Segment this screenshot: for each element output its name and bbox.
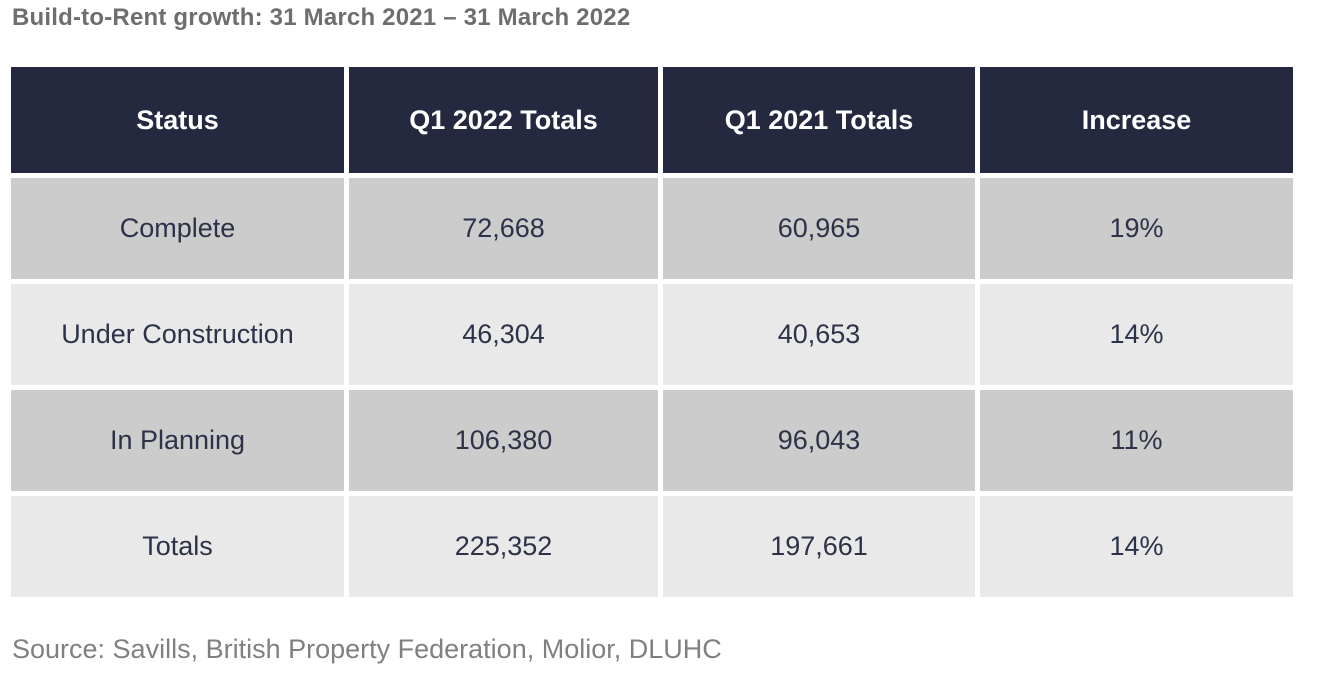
table-row-totals: Totals 225,352 197,661 14%: [11, 496, 1293, 597]
cell-value: 197,661: [663, 496, 975, 597]
cell-value: 40,653: [663, 284, 975, 385]
btr-growth-table: Status Q1 2022 Totals Q1 2021 Totals Increa…: [6, 62, 1298, 602]
table-row-in-planning: In Planning 106,380 96,043 11%: [11, 390, 1293, 491]
cell-value: 46,304: [349, 284, 658, 385]
source-note: Source: Savills, British Property Federa…: [12, 634, 722, 664]
column-header-q1-2022-totals: Q1 2022 Totals: [349, 67, 658, 173]
row-label: Complete: [11, 178, 344, 279]
cell-value: 96,043: [663, 390, 975, 491]
row-label: Under Construction: [11, 284, 344, 385]
table-row-under-construction: Under Construction 46,304 40,653 14%: [11, 284, 1293, 385]
column-header-q1-2021-totals: Q1 2021 Totals: [663, 67, 975, 173]
cell-value: 106,380: [349, 390, 658, 491]
page-title: Build-to-Rent growth: 31 March 2021 – 31…: [12, 4, 631, 31]
row-label: Totals: [11, 496, 344, 597]
cell-value: 11%: [980, 390, 1293, 491]
cell-value: 225,352: [349, 496, 658, 597]
table-header-row: Status Q1 2022 Totals Q1 2021 Totals Increa…: [11, 67, 1293, 173]
table-row-complete: Complete 72,668 60,965 19%: [11, 178, 1293, 279]
cell-value: 14%: [980, 496, 1293, 597]
table-body: Complete 72,668 60,965 19% Under Constructio…: [11, 178, 1293, 597]
cell-value: 72,668: [349, 178, 658, 279]
column-header-status: Status: [11, 67, 344, 173]
cell-value: 60,965: [663, 178, 975, 279]
table-head: Status Q1 2022 Totals Q1 2021 Totals Increa…: [11, 67, 1293, 173]
cell-value: 14%: [980, 284, 1293, 385]
column-header-increase: Increase: [980, 67, 1293, 173]
row-label: In Planning: [11, 390, 344, 491]
cell-value: 19%: [980, 178, 1293, 279]
